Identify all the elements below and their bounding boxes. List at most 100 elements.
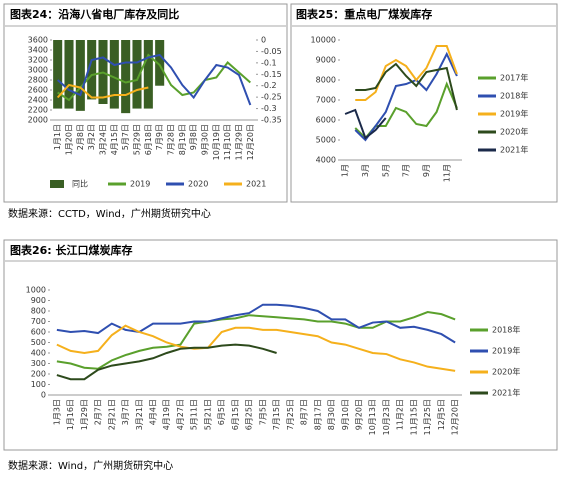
y2-tick-label: -0.25 — [261, 93, 282, 102]
y2-tick-label: -0.35 — [261, 116, 282, 125]
x-tick-label: 6月25日 — [245, 399, 254, 430]
x-tick-label: 10月23日 — [382, 399, 391, 435]
y2-tick-label: 0 — [261, 36, 266, 45]
legend-label: 2017年 — [500, 73, 528, 83]
line-series — [354, 51, 458, 142]
y-tick-label: 3400 — [28, 46, 48, 55]
x-tick-label: 5月29日 — [133, 124, 142, 155]
y-tick-label: 7000 — [316, 96, 336, 105]
line-series — [57, 53, 252, 106]
legend-label: 2021年 — [492, 388, 520, 398]
x-tick-label: 1月20日 — [65, 124, 74, 155]
y-tick-label: 6000 — [316, 116, 336, 125]
x-tick-label: 5月7日 — [121, 124, 130, 150]
panel-frame — [290, 3, 558, 203]
x-tick-label: 10月13日 — [368, 399, 377, 435]
y-tick-label: 10000 — [311, 36, 336, 45]
line-series — [56, 311, 456, 370]
x-tick-label: 11月29日 — [235, 124, 244, 160]
bar — [75, 40, 85, 111]
x-tick-label: 3月21日 — [135, 399, 144, 430]
y-tick-label: 3600 — [28, 36, 48, 45]
y-tick-label: 3200 — [28, 56, 48, 65]
y-tick-label: 2000 — [28, 116, 48, 125]
y-tick-label: 8000 — [316, 76, 336, 85]
x-tick-label: 1月 — [341, 164, 350, 177]
x-tick-label: 1月29日 — [80, 399, 89, 430]
x-tick-label: 7月9日 — [155, 124, 164, 150]
line-series — [57, 53, 251, 102]
y-tick-label: 1000 — [26, 286, 46, 295]
x-tick-label: 11月10日 — [223, 124, 232, 160]
x-tick-label: 8月7日 — [300, 399, 309, 425]
x-tick-label: 9月 — [422, 164, 431, 177]
line-series — [354, 81, 458, 140]
y2-tick-label: -0.3 — [261, 104, 277, 113]
legend-label: 2021年 — [500, 145, 528, 155]
x-tick-label: 4月15日 — [110, 124, 119, 155]
x-tick-label: 2月7日 — [94, 399, 103, 425]
bar — [143, 40, 153, 109]
x-tick-label: 4月4日 — [149, 399, 158, 425]
x-tick-label: 5月11日 — [190, 399, 199, 430]
x-tick-label: 2月21日 — [107, 399, 116, 430]
x-tick-label: 10月19日 — [212, 124, 221, 160]
x-tick-label: 8月19日 — [178, 124, 187, 155]
legend-label: 2020年 — [500, 127, 528, 137]
bar — [64, 40, 74, 109]
y-tick-label: 0 — [41, 391, 46, 400]
x-tick-label: 12月5日 — [437, 399, 446, 430]
bar — [87, 40, 97, 100]
bar — [121, 40, 131, 114]
x-tick-label: 5月21日 — [203, 399, 212, 430]
x-tick-label: 9月20日 — [355, 399, 364, 430]
line-series — [56, 324, 456, 372]
line-series — [56, 303, 456, 344]
y2-tick-label: -0.05 — [261, 47, 282, 56]
line-series — [56, 343, 277, 381]
bar — [132, 40, 142, 109]
y-tick-label: 2200 — [28, 106, 48, 115]
legend-label: 2019年 — [492, 346, 520, 356]
line-series — [355, 45, 458, 101]
x-tick-label: 12月20日 — [246, 124, 255, 160]
line-series — [355, 62, 458, 111]
x-tick-label: 1月16日 — [66, 399, 75, 430]
x-tick-label: 3月2日 — [87, 124, 96, 150]
x-tick-label: 7月 — [402, 164, 411, 177]
source-note: 数据来源：Wind，广州期货研究中心 — [8, 459, 173, 472]
x-tick-label: 2月8日 — [76, 124, 85, 150]
x-tick-label: 11月25日 — [423, 399, 432, 435]
legend-label: 2019年 — [500, 109, 528, 119]
x-tick-label: 3月 — [361, 164, 370, 177]
x-tick-label: 8月30日 — [327, 399, 336, 430]
legend-label: 2020年 — [492, 367, 520, 377]
bar — [109, 40, 119, 109]
y-tick-label: 5000 — [316, 136, 336, 145]
line-series — [56, 83, 149, 99]
legend-label: 2018年 — [492, 325, 520, 335]
y2-tick-label: -0.15 — [261, 70, 282, 79]
y-tick-label: 200 — [31, 370, 46, 379]
y2-tick-label: -0.1 — [261, 58, 277, 67]
legend-label: 同比 — [72, 179, 88, 189]
y-tick-label: 2400 — [28, 96, 48, 105]
x-tick-label: 6月5日 — [217, 399, 226, 425]
x-tick-label: 12月20日 — [451, 399, 460, 435]
x-tick-label: 4月19日 — [162, 399, 171, 430]
x-tick-label: 6月15日 — [231, 399, 240, 430]
legend-label: 2020 — [188, 180, 208, 189]
bar — [53, 40, 63, 109]
bar — [155, 40, 165, 86]
y-tick-label: 3000 — [28, 66, 48, 75]
y-tick-label: 2800 — [28, 76, 48, 85]
y-tick-label: 600 — [31, 328, 46, 337]
legend-label: 2019 — [130, 180, 150, 189]
x-tick-label: 9月10日 — [341, 399, 350, 430]
legend-label: 2021 — [246, 180, 266, 189]
y-tick-label: 400 — [31, 349, 46, 358]
x-tick-label: 3月7日 — [121, 399, 130, 425]
y-tick-label: 500 — [31, 338, 46, 347]
x-tick-label: 6月18日 — [144, 124, 153, 155]
